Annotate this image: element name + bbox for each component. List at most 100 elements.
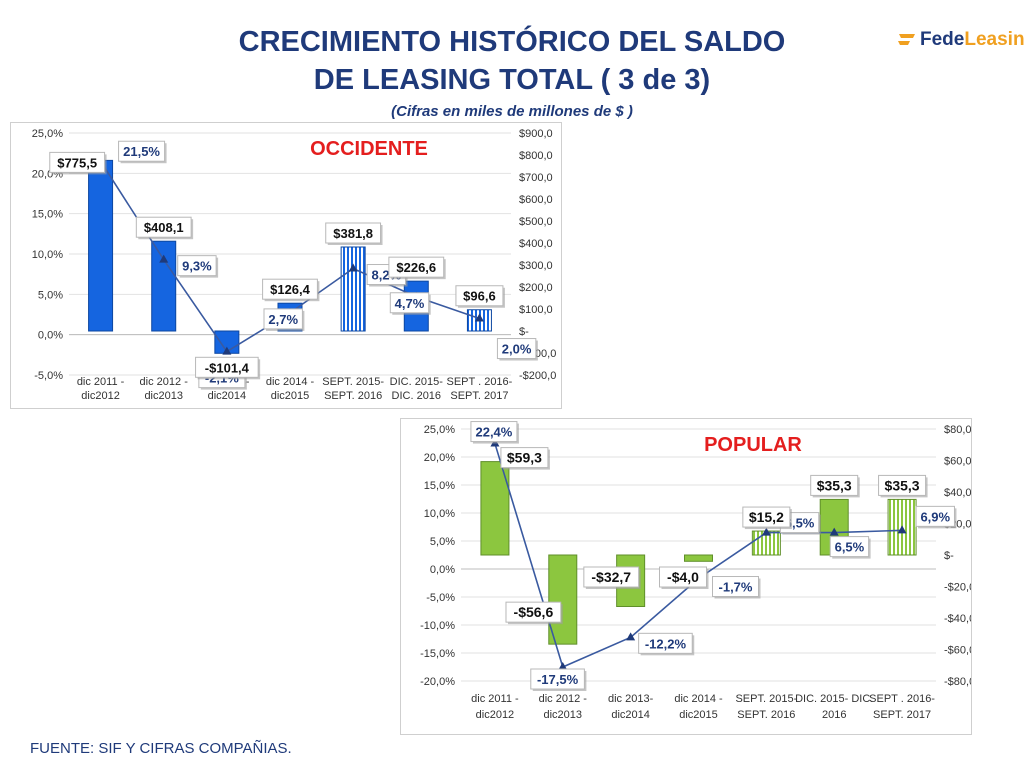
y-right-tick-label: $800,0 (519, 150, 553, 162)
line-data-label: 6,9% (920, 509, 950, 524)
category-label-line2: dic2014 (611, 709, 650, 721)
line-data-label: 4,7% (395, 296, 425, 311)
category-label-line2: dic2015 (271, 390, 310, 402)
line-marker-2 (626, 632, 636, 641)
line-data-label: 6,5% (785, 516, 815, 531)
bar-label-box (195, 356, 259, 378)
page-title-line2: DE LEASING TOTAL ( 3 de 3) (313, 64, 711, 96)
y-left-tick-label: 10,0% (424, 508, 455, 520)
line-data-label: 21,5% (123, 144, 160, 159)
y-right-tick-label: $500,0 (519, 216, 553, 228)
line-label-box (496, 338, 537, 360)
bar-data-label: -$4,0 (667, 569, 699, 585)
category-label-line1: dic 2014 - (266, 376, 315, 388)
category-label-line1: SEPT. 2015- (322, 376, 384, 388)
line-label-box (638, 632, 693, 654)
bar-data-label: -$101,4 (205, 360, 250, 375)
category-label-line1: dic 2014 - (674, 693, 723, 705)
category-label-line2: dic2015 (679, 709, 718, 721)
bar-data-label: $775,5 (57, 155, 97, 170)
bar-0 (88, 159, 114, 332)
bar-data-label: $15,2 (749, 509, 784, 525)
line-label-box (829, 536, 870, 558)
line-label-box (530, 668, 585, 690)
y-right-tick-label: $200,0 (519, 282, 553, 294)
bar-data-label: $59,3 (507, 450, 542, 466)
category-label-line1: DIC. 2015- DIC. (795, 693, 873, 705)
y-right-tick-label: $300,0 (519, 260, 553, 272)
line-label-box (712, 576, 759, 598)
y-left-tick-label: 25,0% (424, 424, 455, 436)
bar-label-box (500, 447, 549, 469)
category-label-line1: SEPT . 2016- (869, 693, 935, 705)
y-right-tick-label: $- (944, 550, 954, 562)
y-right-tick-label: $100,0 (519, 304, 553, 316)
fedeleasing-logo-icon (898, 34, 915, 45)
y-left-tick-label: -15,0% (420, 648, 455, 660)
y-right-tick-label: $40,0 (944, 487, 971, 499)
y-right-tick-label: -$20,0 (944, 582, 971, 594)
bar-label-box (262, 278, 318, 300)
category-label-line2: dic2014 (208, 390, 247, 402)
line-label-box (389, 292, 430, 314)
bar-label-box (742, 506, 791, 528)
line-marker-1 (159, 254, 169, 263)
source-note: FUENTE: SIF Y CIFRAS COMPAÑIAS. (30, 740, 292, 757)
bar-1 (548, 554, 578, 645)
category-label-line2: DIC. 2016 (392, 390, 442, 402)
y-right-tick-label: $60,0 (944, 456, 971, 468)
bar-data-label: $226,6 (396, 260, 436, 275)
y-left-tick-label: 10,0% (32, 249, 63, 261)
y-left-tick-label: 15,0% (32, 209, 63, 221)
bar-4 (340, 246, 366, 332)
line-marker-4 (761, 527, 771, 536)
y-left-tick-label: 15,0% (424, 480, 455, 492)
category-label-line2: 2016 (822, 709, 846, 721)
category-label-line1: SEPT. 2015- (735, 693, 797, 705)
category-label-line2: SEPT. 2017 (450, 390, 508, 402)
line-data-label: 9,3% (182, 259, 212, 274)
category-label-line1: DIC. 2015- (390, 376, 444, 388)
popular-chart-panel: 25,0% 20,0% 15,0% 10,0% 5,0% 0,0% -5,0% -10,0% -… (400, 418, 972, 735)
fedeleasing-logo: FedeLeasing (895, 26, 1024, 54)
y-left-tick-label: 25,0% (32, 128, 63, 140)
line-marker-1 (558, 662, 568, 670)
y-left-tick-label: 20,0% (424, 452, 455, 464)
chart-title: OCCIDENTE (310, 138, 428, 160)
popular-chart: 25,0% 20,0% 15,0% 10,0% 5,0% 0,0% -5,0% -10,0% -… (420, 421, 971, 721)
bar-data-label: $35,3 (885, 477, 920, 493)
bar-label-box (505, 601, 562, 623)
category-label-line1: dic 2012 - (539, 693, 588, 705)
line-data-label: 2,7% (268, 312, 298, 327)
line-data-label: 2,0% (502, 342, 532, 357)
y-left-tick-label: -20,0% (420, 676, 455, 688)
category-label-line1: SEPT . 2016- (447, 376, 513, 388)
bar-label-box (878, 474, 927, 496)
line-label-box (177, 255, 217, 277)
bar-label-box (810, 474, 859, 496)
y-left-tick-label: 5,0% (38, 289, 63, 301)
category-label-line2: dic2013 (144, 390, 183, 402)
line-data-label: 22,4% (475, 425, 512, 440)
category-label-line1: dic 2013- (608, 693, 654, 705)
bar-data-label: -$56,6 (514, 604, 554, 620)
line-label-box (470, 421, 518, 443)
bar-data-label: $126,4 (270, 282, 311, 297)
line-marker-5 (829, 527, 839, 536)
bar-data-label: $408,1 (144, 220, 184, 235)
y-right-tick-label: -$200,0 (519, 370, 556, 382)
category-label-line2: dic2012 (476, 709, 515, 721)
bar-label-box (49, 151, 106, 173)
line-marker-4 (348, 263, 358, 272)
y-right-tick-label: $600,0 (519, 194, 553, 206)
page-title-line1: CRECIMIENTO HISTÓRICO DEL SALDO (238, 26, 786, 58)
category-label-line2: dic2012 (81, 390, 120, 402)
bar-label-box (455, 285, 504, 307)
category-label-line2: dic2013 (544, 709, 583, 721)
category-label-line2: SEPT. 2017 (873, 709, 931, 721)
line-label-box (118, 140, 166, 162)
y-left-tick-label: 5,0% (430, 536, 455, 548)
line-data-label: -17,5% (537, 672, 579, 687)
bar-label-box (135, 216, 192, 238)
category-label-line2: SEPT. 2016 (324, 390, 382, 402)
